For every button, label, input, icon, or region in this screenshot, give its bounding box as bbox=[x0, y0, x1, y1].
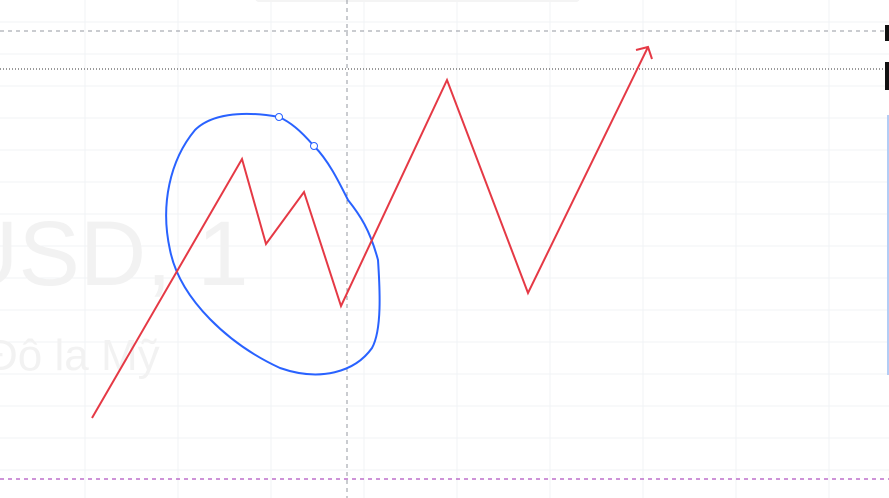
anchor-handle[interactable] bbox=[310, 142, 318, 150]
price-marker bbox=[885, 62, 889, 90]
anchor-handle[interactable] bbox=[275, 113, 283, 121]
brush-ellipse[interactable] bbox=[165, 112, 381, 376]
top-toolbar bbox=[255, 0, 580, 2]
watermark-symbol: USD, 1 bbox=[0, 203, 249, 305]
watermark-name: Đô la Mỹ bbox=[0, 331, 160, 380]
arrow-head bbox=[635, 45, 653, 60]
path-drawing[interactable] bbox=[91, 46, 649, 419]
price-marker bbox=[885, 25, 889, 41]
